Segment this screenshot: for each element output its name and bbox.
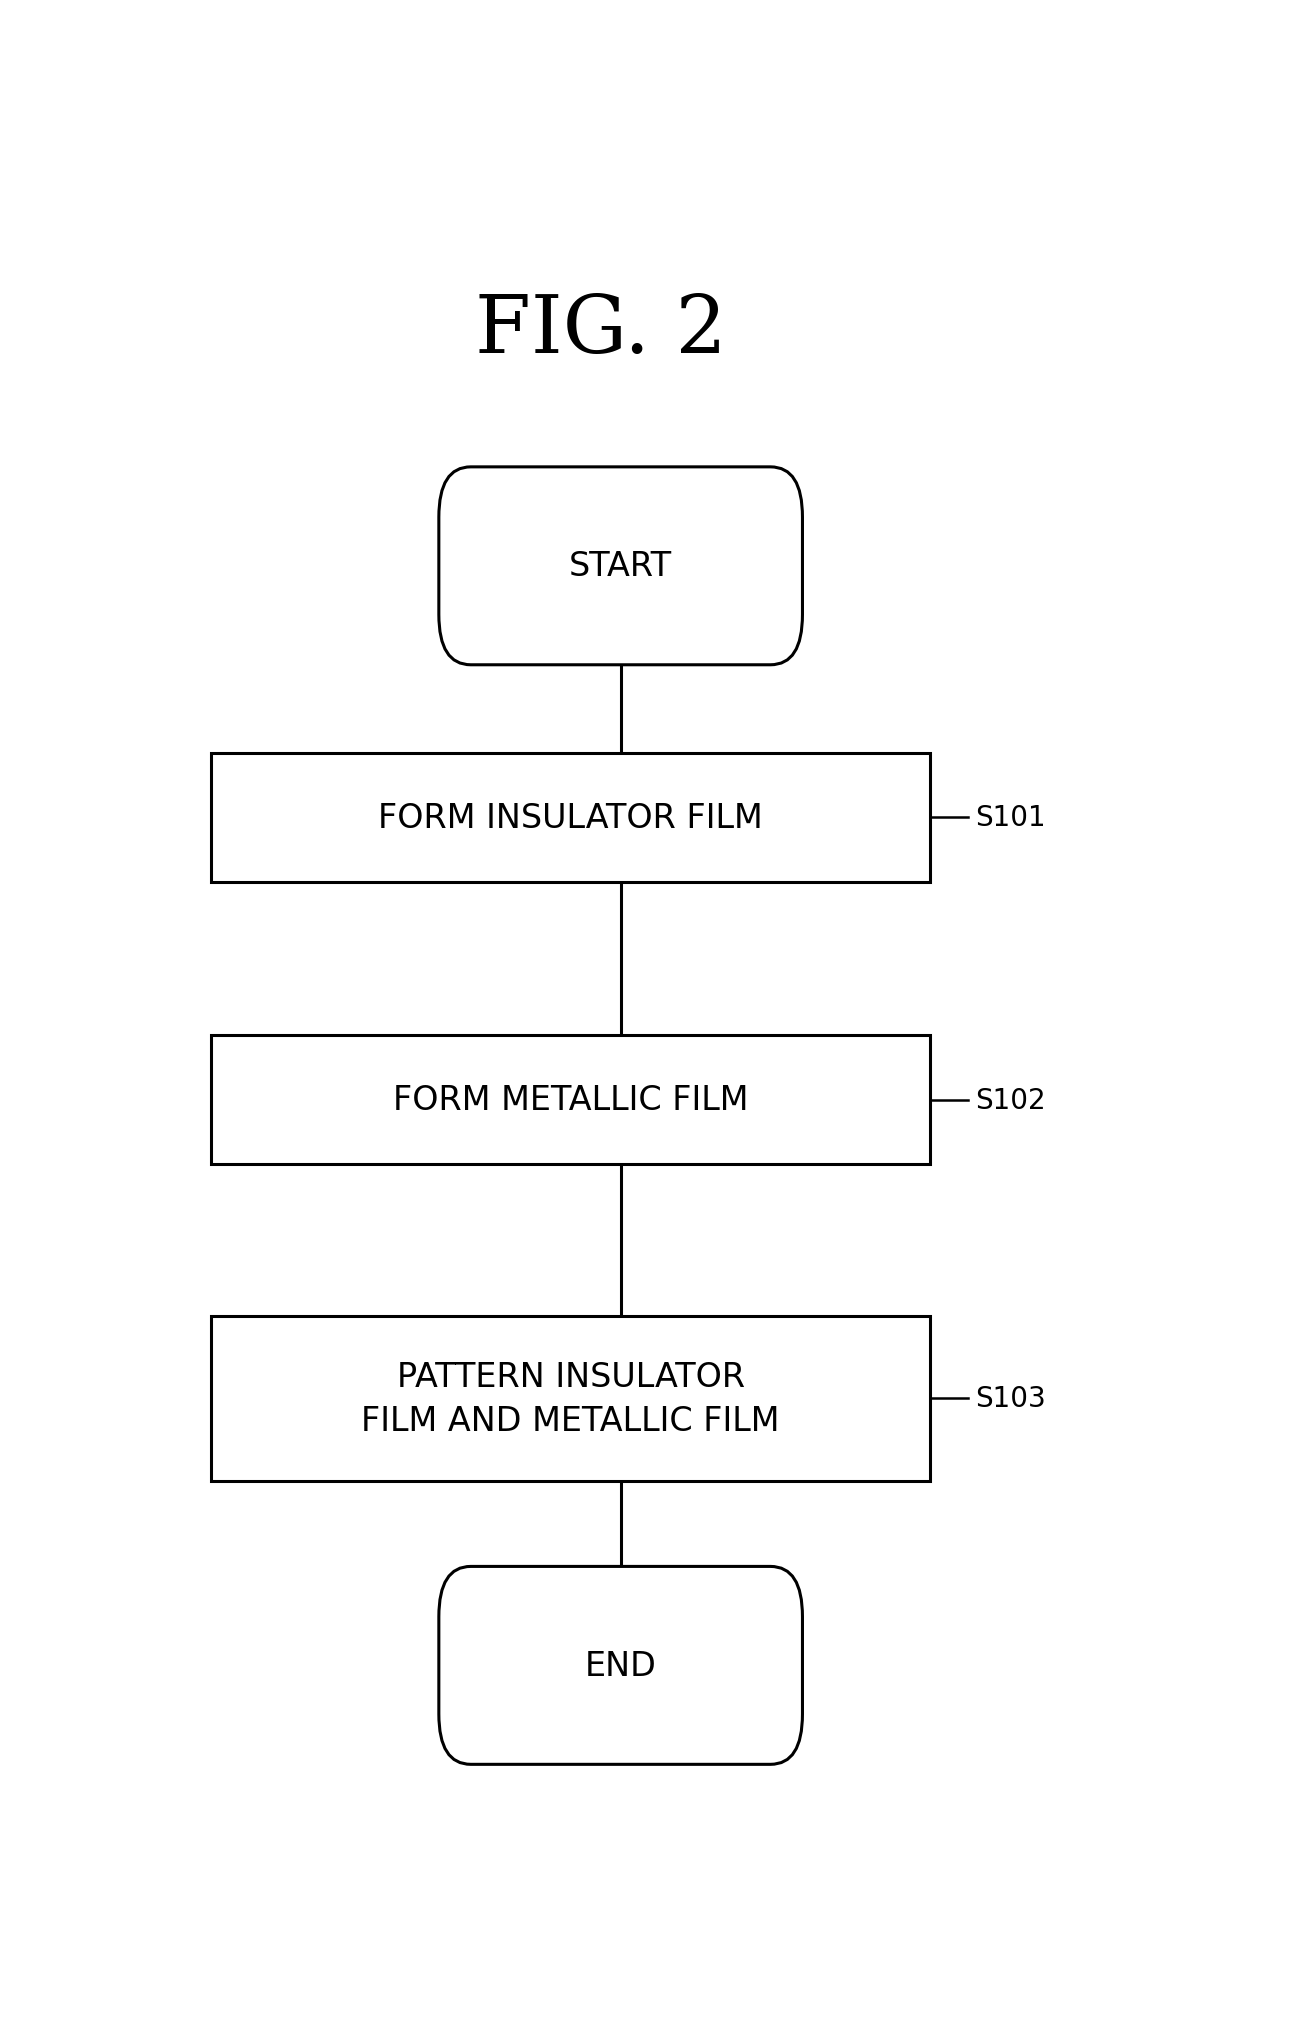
Text: END: END [585,1650,656,1682]
Text: PATTERN INSULATOR
FILM AND METALLIC FILM: PATTERN INSULATOR FILM AND METALLIC FILM [361,1360,780,1437]
Text: S101: S101 [976,803,1045,832]
Text: FIG. 2: FIG. 2 [474,292,727,369]
FancyBboxPatch shape [211,1317,931,1480]
FancyBboxPatch shape [211,1036,931,1164]
Text: START: START [568,551,673,583]
Text: S103: S103 [976,1384,1047,1413]
Text: FORM INSULATOR FILM: FORM INSULATOR FILM [379,801,763,834]
FancyBboxPatch shape [438,1566,803,1764]
Text: S102: S102 [976,1087,1045,1115]
FancyBboxPatch shape [438,467,803,665]
Text: FORM METALLIC FILM: FORM METALLIC FILM [393,1085,749,1117]
FancyBboxPatch shape [211,752,931,883]
